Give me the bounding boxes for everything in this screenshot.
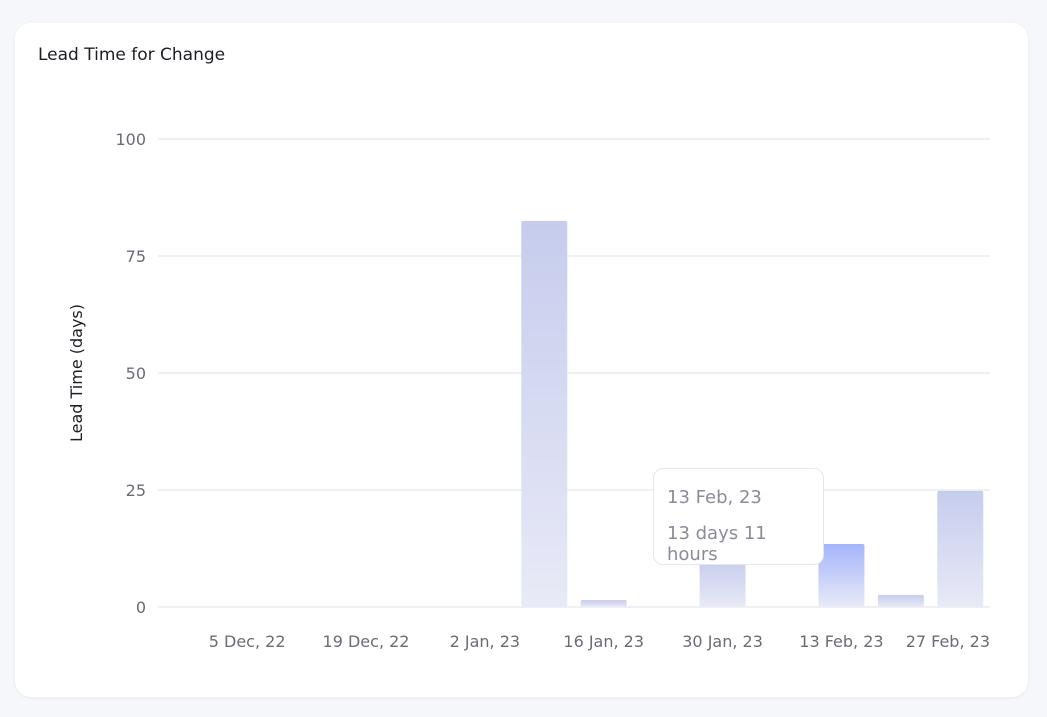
x-tick-label: 19 Dec, 22 (323, 632, 410, 651)
x-tick-label: 16 Jan, 23 (563, 632, 644, 651)
tooltip: 13 Feb, 23 13 days 11 hours (653, 468, 824, 565)
x-tick-label: 27 Feb, 23 (906, 632, 990, 651)
bar-30-jan-23[interactable] (699, 560, 746, 607)
bar-20-feb-23[interactable] (877, 594, 924, 607)
x-tick-label: 2 Jan, 23 (450, 632, 520, 651)
y-tick-label: 25 (126, 481, 146, 500)
chart-title: Lead Time for Change (38, 45, 226, 65)
x-tick-label: 5 Dec, 22 (209, 632, 286, 651)
y-tick-label: 100 (115, 130, 146, 149)
y-tick-label: 75 (126, 247, 146, 266)
tooltip-date: 13 Feb, 23 (667, 487, 762, 508)
x-tick-label: 13 Feb, 23 (799, 632, 883, 651)
bar-13-feb-23[interactable] (818, 544, 865, 607)
bar-27-feb-23[interactable] (937, 490, 984, 607)
x-tick-label: 30 Jan, 23 (682, 632, 763, 651)
bar-16-jan-23[interactable] (580, 599, 627, 607)
bar-9-jan-23[interactable] (521, 220, 568, 607)
y-axis-label: Lead Time (days) (67, 304, 86, 442)
tooltip-value: 13 days 11 hours (667, 523, 767, 565)
y-tick-label: 50 (126, 364, 146, 383)
y-tick-label: 0 (136, 598, 146, 617)
